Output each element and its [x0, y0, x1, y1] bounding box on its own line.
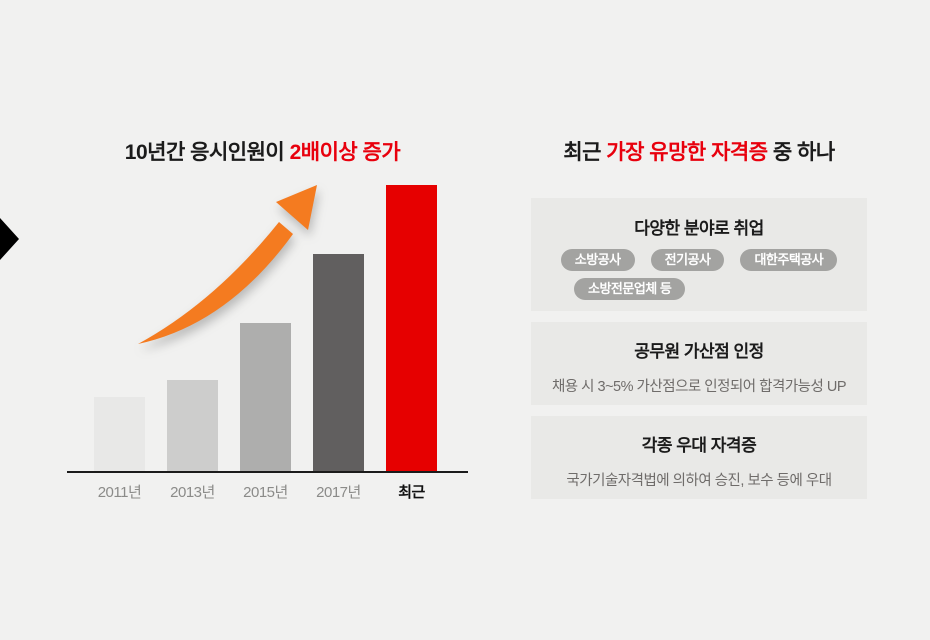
tag-row: 소방전문업체 등	[531, 278, 867, 300]
axis-label-최근: 최근	[398, 484, 425, 501]
bar-최근	[386, 185, 437, 472]
left-headline-highlight: 2배이상 증가	[289, 141, 401, 164]
card-title: 각종 우대 자격증	[641, 436, 757, 455]
exam-applicants-bar-chart: 2011년 2013년 2015년 2017년 최근	[65, 170, 485, 501]
bar-2013년	[167, 380, 218, 472]
growth-arrow-icon	[138, 185, 317, 344]
employment-field-tag: 소방공사	[560, 249, 635, 271]
axis-label-2017년: 2017년	[316, 484, 361, 501]
right-headline-suffix: 중 하나	[767, 141, 835, 164]
card-title: 다양한 분야로 취업	[634, 219, 764, 238]
bar-2015년	[240, 323, 291, 472]
employment-field-tag: 소방전문업체 등	[574, 278, 686, 300]
axis-label-2015년: 2015년	[243, 484, 288, 501]
axis-label-2013년: 2013년	[170, 484, 215, 501]
card-civil-service-bonus: 공무원 가산점 인정 채용 시 3~5% 가산점으로 인정되어 합격가능성 UP	[531, 322, 867, 405]
chart-plot-area	[65, 170, 485, 472]
tag-row: 소방공사 전기공사 대한주택공사	[531, 249, 867, 271]
employment-field-tag: 전기공사	[650, 249, 725, 271]
card-preferential-certificate: 각종 우대 자격증 국가기술자격법에 의하여 승진, 보수 등에 우대	[531, 416, 867, 499]
right-headline-prefix: 최근	[563, 141, 607, 164]
x-axis-labels: 2011년 2013년 2015년 2017년 최근	[65, 481, 485, 501]
card-description: 국가기술자격법에 의하여 승진, 보수 등에 우대	[566, 473, 832, 489]
card-title: 공무원 가산점 인정	[634, 342, 764, 361]
carousel-arrow-icon[interactable]	[0, 218, 19, 260]
x-axis-line	[67, 471, 468, 473]
employment-field-tag: 대한주택공사	[740, 249, 838, 271]
axis-label-2011년: 2011년	[97, 484, 142, 501]
bar-2011년	[94, 397, 145, 472]
right-headline: 최근 가장 유망한 자격증 중 하나	[531, 139, 867, 167]
left-headline-prefix: 10년간 응시인원이	[124, 141, 290, 164]
card-description: 채용 시 3~5% 가산점으로 인정되어 합격가능성 UP	[551, 379, 847, 395]
bar-2017년	[313, 254, 364, 472]
left-headline: 10년간 응시인원이 2배이상 증가	[55, 139, 470, 167]
right-headline-highlight: 가장 유망한 자격증	[606, 141, 768, 164]
